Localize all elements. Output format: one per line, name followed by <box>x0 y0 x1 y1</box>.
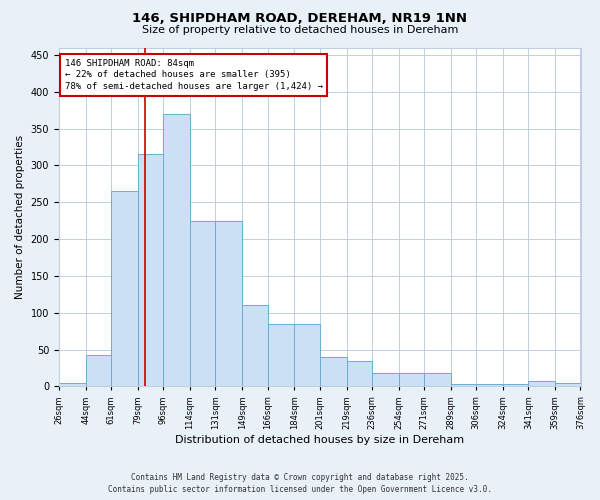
Bar <box>86 356 111 386</box>
Bar <box>268 324 295 386</box>
Bar <box>163 114 190 386</box>
Bar <box>476 384 503 386</box>
Text: 146 SHIPDHAM ROAD: 84sqm
← 22% of detached houses are smaller (395)
78% of semi-: 146 SHIPDHAM ROAD: 84sqm ← 22% of detach… <box>65 58 323 91</box>
Bar <box>398 373 424 386</box>
Bar <box>503 384 529 386</box>
Text: 146, SHIPDHAM ROAD, DEREHAM, NR19 1NN: 146, SHIPDHAM ROAD, DEREHAM, NR19 1NN <box>133 12 467 26</box>
Text: Size of property relative to detached houses in Dereham: Size of property relative to detached ho… <box>142 25 458 35</box>
Bar <box>59 382 86 386</box>
Bar <box>372 373 398 386</box>
Bar <box>555 382 581 386</box>
Bar <box>242 306 268 386</box>
Text: Contains HM Land Registry data © Crown copyright and database right 2025.
Contai: Contains HM Land Registry data © Crown c… <box>108 473 492 494</box>
Bar <box>111 191 138 386</box>
Bar <box>295 324 320 386</box>
Bar <box>138 154 163 386</box>
Bar <box>190 220 215 386</box>
Bar <box>215 220 242 386</box>
Y-axis label: Number of detached properties: Number of detached properties <box>15 135 25 299</box>
Bar <box>529 380 555 386</box>
Bar <box>451 384 476 386</box>
Bar <box>347 360 372 386</box>
Bar <box>320 357 347 386</box>
Bar <box>424 373 451 386</box>
X-axis label: Distribution of detached houses by size in Dereham: Distribution of detached houses by size … <box>175 435 464 445</box>
